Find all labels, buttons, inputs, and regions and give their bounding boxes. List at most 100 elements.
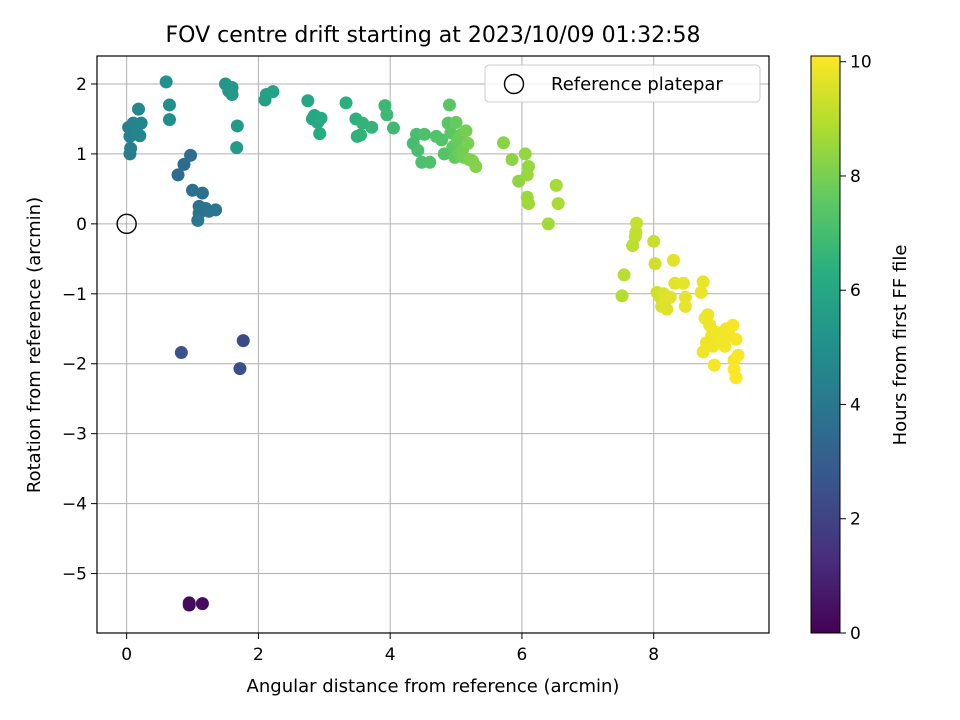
data-point xyxy=(678,290,692,304)
data-point xyxy=(417,127,431,141)
data-point xyxy=(174,346,188,360)
data-point xyxy=(726,318,740,332)
x-tick-label: 0 xyxy=(121,645,132,665)
data-point xyxy=(423,155,437,169)
data-point xyxy=(313,127,327,141)
data-point xyxy=(701,308,715,322)
chart-title: FOV centre drift starting at 2023/10/09 … xyxy=(166,23,701,48)
data-point xyxy=(132,102,146,116)
colorbar-ticks: 0 2 4 6 8 10 xyxy=(840,53,872,644)
data-point xyxy=(676,276,690,290)
data-point xyxy=(449,115,463,129)
data-points xyxy=(122,75,745,612)
y-tick-label: −2 xyxy=(62,355,87,375)
x-tick-label: 4 xyxy=(385,645,396,665)
y-tick-label: −1 xyxy=(62,285,87,305)
data-point xyxy=(124,141,138,155)
data-point xyxy=(195,186,209,200)
colorbar-tick-label: 0 xyxy=(850,624,861,644)
data-point xyxy=(522,197,536,211)
y-tick-label: −4 xyxy=(62,495,87,515)
data-point xyxy=(617,268,631,282)
data-point xyxy=(731,348,745,362)
data-point xyxy=(505,153,519,167)
data-point xyxy=(177,157,191,171)
colorbar-tick-label: 6 xyxy=(850,281,861,301)
x-axis-ticks: 0 2 4 6 8 xyxy=(121,633,659,665)
y-tick-label: 2 xyxy=(76,75,87,95)
data-point xyxy=(133,129,147,143)
data-point xyxy=(459,124,473,138)
y-axis-ticks: −5 −4 −3 −2 −1 0 1 2 xyxy=(62,75,97,585)
data-point xyxy=(678,299,692,313)
data-point xyxy=(314,111,328,125)
reference-platepar-marker xyxy=(116,213,137,235)
data-point xyxy=(469,160,483,174)
data-point xyxy=(549,178,563,192)
data-point xyxy=(461,136,475,150)
data-point xyxy=(694,285,708,299)
colorbar-tick-label: 4 xyxy=(850,395,861,415)
data-point xyxy=(442,98,456,112)
data-point xyxy=(718,339,732,353)
data-point xyxy=(496,136,510,150)
data-point xyxy=(195,597,209,611)
data-point xyxy=(437,147,451,161)
data-point xyxy=(386,121,400,135)
data-point xyxy=(435,133,449,147)
data-point xyxy=(365,120,379,134)
data-point xyxy=(696,345,710,359)
data-point xyxy=(411,143,425,157)
data-point xyxy=(233,362,247,376)
data-point xyxy=(162,98,176,112)
legend: Reference platepar xyxy=(484,64,761,103)
x-tick-label: 2 xyxy=(253,645,264,665)
colorbar-tick-label: 10 xyxy=(850,53,872,73)
data-point xyxy=(191,213,205,227)
data-point xyxy=(663,290,677,304)
colorbar-tick-label: 2 xyxy=(850,510,861,530)
data-point xyxy=(518,147,532,161)
data-point xyxy=(186,183,200,197)
y-tick-label: 0 xyxy=(76,215,87,235)
data-point xyxy=(520,168,534,182)
data-point xyxy=(339,96,353,110)
y-tick-label: −3 xyxy=(62,425,87,445)
data-point xyxy=(225,87,239,101)
y-axis-label: Rotation from reference (arcmin) xyxy=(24,197,45,493)
y-tick-label: −5 xyxy=(62,565,87,585)
data-point xyxy=(729,332,743,346)
data-point xyxy=(236,334,250,348)
colorbar: 0 2 4 6 8 10 Hours from first FF file xyxy=(810,53,911,644)
data-point xyxy=(230,119,244,133)
data-point xyxy=(551,197,565,211)
reference-marker-layer xyxy=(116,213,137,235)
x-tick-label: 6 xyxy=(517,645,528,665)
x-axis-label: Angular distance from reference (arcmin) xyxy=(247,676,620,697)
data-point xyxy=(301,94,315,108)
data-point xyxy=(648,257,662,271)
data-point xyxy=(171,168,185,182)
colorbar-tick-label: 8 xyxy=(850,167,861,187)
data-point xyxy=(266,85,280,99)
data-point xyxy=(182,596,196,610)
data-point xyxy=(630,216,644,230)
data-point xyxy=(162,113,176,127)
data-point xyxy=(615,289,629,303)
data-point xyxy=(666,253,680,267)
x-tick-label: 8 xyxy=(648,645,659,665)
legend-reference-marker xyxy=(503,73,525,95)
data-point xyxy=(134,116,148,130)
data-point xyxy=(354,128,368,142)
data-point xyxy=(696,275,710,289)
data-point xyxy=(647,234,661,248)
legend-box xyxy=(484,64,761,103)
data-point xyxy=(209,203,223,217)
data-point xyxy=(541,217,555,231)
data-point xyxy=(184,148,198,162)
grid xyxy=(97,56,769,633)
colorbar-label: Hours from first FF file xyxy=(890,245,911,446)
data-point xyxy=(707,358,721,372)
data-point xyxy=(230,141,244,155)
